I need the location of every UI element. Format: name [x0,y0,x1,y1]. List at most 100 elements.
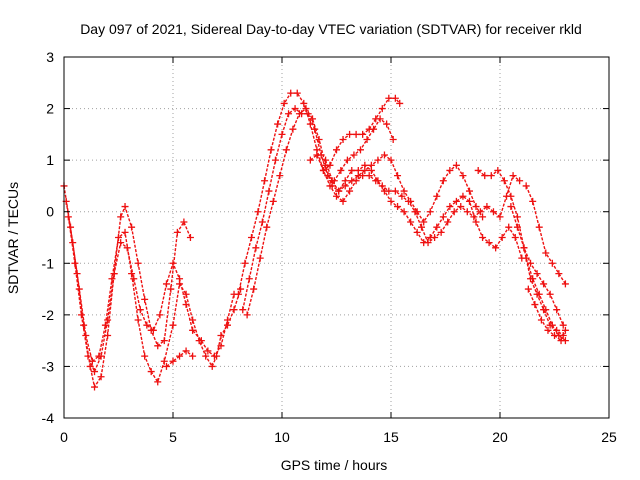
data-point-marker [374,177,382,185]
data-point-marker [230,306,238,314]
data-point-marker [411,208,419,216]
data-point-marker [134,316,142,324]
data-point-marker [509,172,517,180]
data-point-marker [101,321,109,329]
data-point-marker [269,197,277,205]
data-point-marker [254,208,262,216]
data-point-marker [511,234,519,241]
data-point-marker [115,234,122,241]
data-point-marker [535,223,543,231]
data-point-marker [197,337,205,345]
x-tick-label: 15 [383,429,399,445]
data-point-marker [173,228,181,236]
data-point-marker [374,156,382,164]
data-point-marker [446,203,454,211]
data-point-marker [359,172,367,180]
data-point-marker [75,285,83,293]
series-line [65,201,242,383]
data-point-marker [154,342,162,350]
data-point-marker [452,197,460,205]
data-point-marker [553,326,561,334]
data-point-marker [383,120,391,128]
y-tick-label: 1 [46,152,54,168]
data-point-marker [287,89,295,97]
data-point-marker [459,172,467,180]
y-tick-label: 0 [46,204,54,220]
data-point-marker [465,197,473,205]
data-point-marker [154,378,162,386]
data-point-marker [378,105,386,113]
data-point-marker [271,156,279,164]
data-point-marker [474,166,482,174]
data-point-marker [71,259,79,267]
data-point-marker [239,306,247,314]
data-point-marker [561,280,569,288]
data-point-marker [404,197,412,205]
data-point-marker [500,177,508,185]
data-point-marker [400,187,408,195]
data-point-marker [433,223,441,231]
series-layer [60,89,569,391]
y-axis-label: SDTVAR / TECUs [5,182,21,294]
data-point-marker [234,290,242,298]
data-point-marker [245,275,253,283]
y-tick-label: 3 [46,49,54,65]
data-point-marker [265,187,273,195]
data-point-marker [293,89,301,97]
data-point-marker [394,203,402,211]
data-point-marker [241,259,249,267]
data-point-marker [141,295,149,303]
data-point-marker [505,223,513,231]
data-point-marker [359,130,367,138]
data-point-marker [208,362,216,370]
data-point-marker [544,326,552,334]
data-point-marker [487,172,495,180]
data-point-marker [346,130,354,138]
data-point-marker [267,146,275,154]
series-track-9 [322,156,526,262]
data-point-marker [291,105,299,113]
data-point-marker [483,203,491,211]
data-point-marker [380,151,388,159]
data-point-marker [450,208,458,216]
data-point-marker [149,326,157,334]
data-point-marker [237,285,245,293]
data-point-marker [162,362,170,370]
data-point-marker [256,254,264,262]
data-point-marker [189,326,197,334]
data-point-marker [350,151,358,159]
data-point-marker [548,259,556,267]
data-point-marker [365,172,373,180]
data-point-marker [167,285,175,293]
data-point-marker [86,362,94,370]
grid [64,57,609,418]
data-point-marker [176,275,184,283]
data-point-marker [463,208,471,216]
data-point-marker [520,244,528,252]
chart-title: Day 097 of 2021, Sidereal Day-to-day VTE… [80,21,582,37]
data-point-marker [542,249,550,257]
data-point-marker [439,213,447,221]
data-point-marker [446,166,454,174]
data-point-marker [485,239,493,247]
x-tick-label: 25 [601,429,617,445]
data-point-marker [452,161,460,169]
data-point-marker [147,368,155,376]
data-point-marker [343,156,351,164]
data-point-marker [258,218,266,226]
data-point-marker [437,228,445,236]
data-point-marker [426,234,434,241]
data-point-marker [529,197,537,205]
data-point-marker [210,352,218,360]
data-point-marker [322,156,330,164]
data-point-marker [496,213,504,221]
series-track-3 [64,213,238,376]
data-point-marker [123,244,131,252]
data-point-marker [337,166,345,174]
data-point-marker [444,218,452,226]
data-point-marker [548,321,556,329]
data-point-marker [494,166,502,174]
data-point-marker [333,146,340,154]
y-tick-label: -4 [42,410,55,426]
series-line [67,216,235,373]
